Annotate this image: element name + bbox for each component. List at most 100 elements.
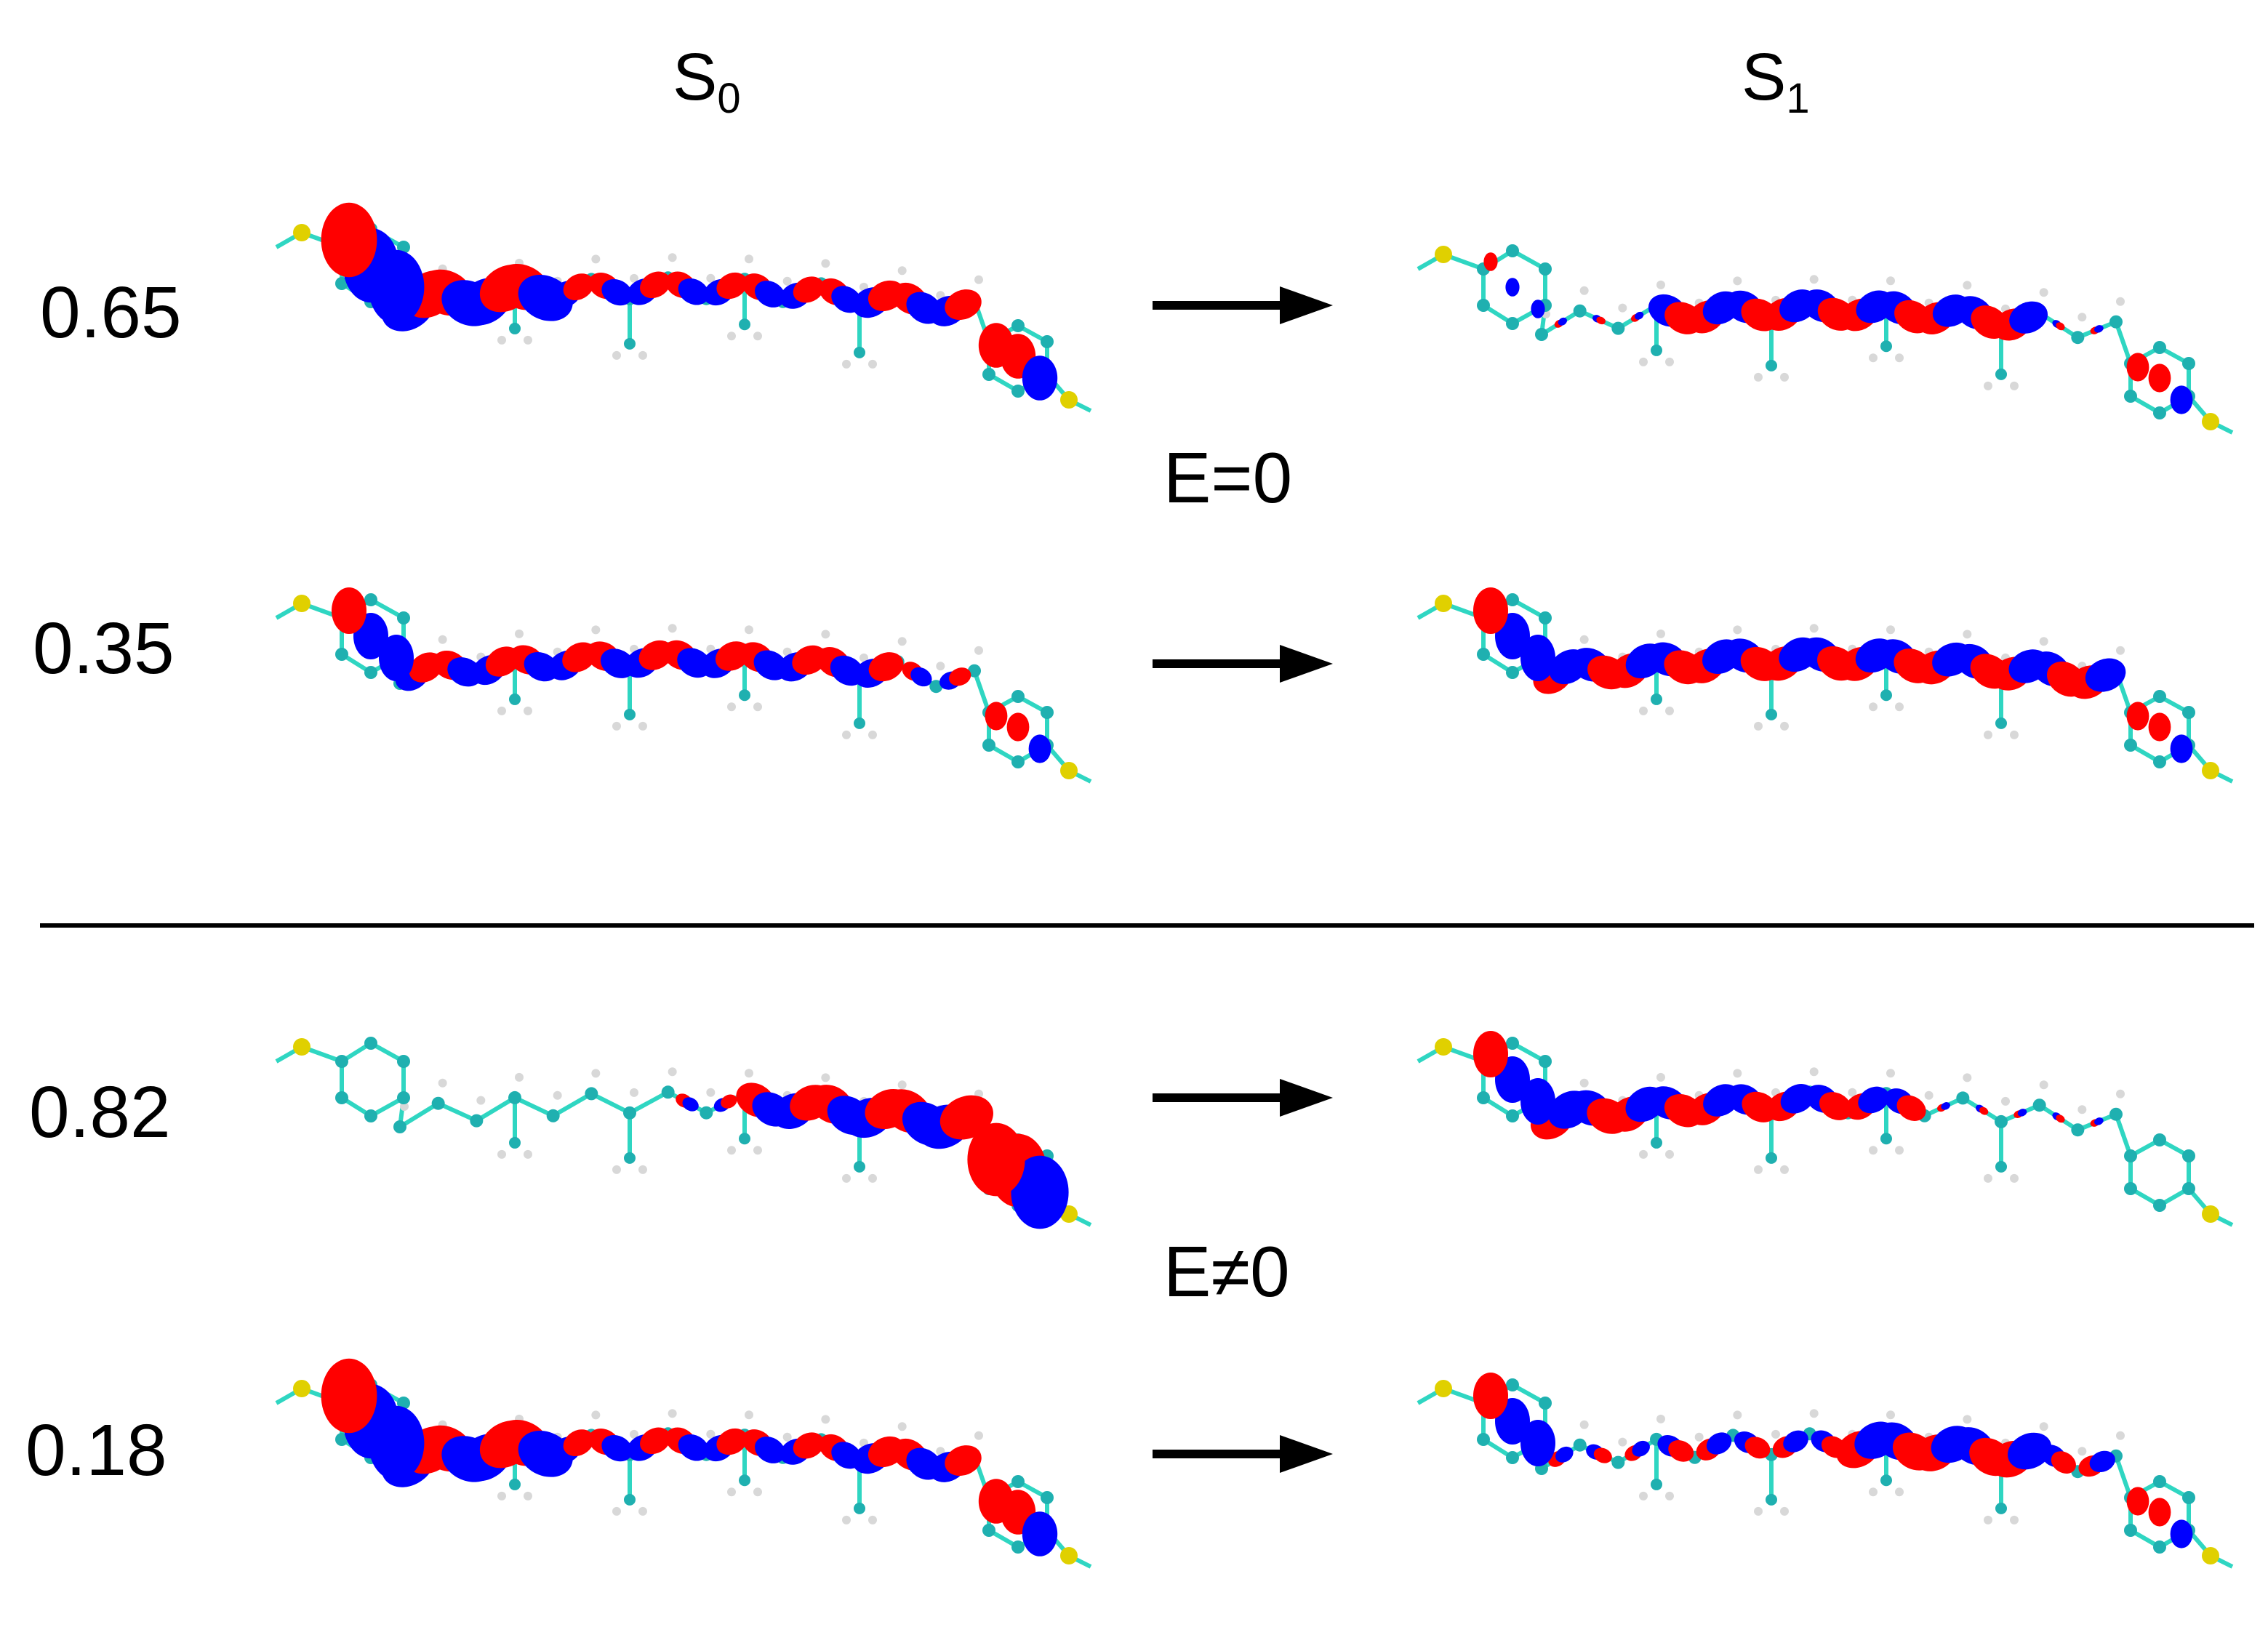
weight-label: 0.65 [40,272,182,353]
carbon-atom [509,322,521,334]
carbon-atom [546,1109,560,1122]
hydrogen-atom [1656,1414,1665,1423]
sulfur-atom [2202,1205,2219,1223]
carbon-atom [661,1085,675,1099]
carbon-atom [1506,666,1519,679]
hydrogen-atom [2039,1080,2048,1090]
orbital-lobe [1520,635,1555,681]
hydrogen-atom [745,1410,753,1420]
hydrogen-atom [1656,1072,1665,1082]
hydrogen-atom [1665,1491,1674,1501]
weight-label: 0.82 [29,1072,171,1153]
orbital-lobe [2051,1451,2076,1474]
hydrogen-atom [1895,1487,1904,1497]
sulfur-atom [2202,413,2219,430]
carbon-atom [1573,304,1587,318]
orbital-lobe [2170,385,2193,414]
orbital-lobes [1473,587,2193,763]
hydrogen-atom [1656,629,1665,638]
hydrogen-atom [1895,702,1904,712]
molecule-orbital-s1-018 [1417,1373,2234,1569]
hydrogen-atom [1733,625,1742,635]
hydrogen-atom [2010,1173,2019,1183]
orbital-lobe [949,667,971,686]
hydrogen-atom [1579,1420,1589,1429]
hydrogen-atom [591,1410,601,1420]
carbon-atom [1611,1455,1625,1469]
carbon-atom [1477,1091,1490,1104]
hydrogen-atom [1579,1078,1589,1088]
orbital-lobe [1668,1440,1694,1462]
orbital-lobe [1473,1031,1508,1077]
carbon-atom [700,1106,713,1120]
carbon-atom [2153,690,2166,703]
hydrogen-atom [1618,303,1627,313]
hydrogen-atom [1754,721,1763,731]
hydrogen-atom [497,706,506,715]
hydrogen-atom [706,1429,716,1439]
hydrogen-atom [2116,297,2125,306]
orbital-lobe [682,1097,699,1112]
carbon-atom [508,1090,521,1104]
orbital-lobe [2148,712,2171,742]
orbital-lobe [1593,1447,1612,1463]
carbon-atom [739,318,750,331]
hydrogen-atom [706,273,716,283]
hydrogen-atom [974,1431,983,1440]
hydrogen-atom [2077,313,2087,322]
orbital-lobes [332,587,1051,763]
orbital-lobe [967,1122,1025,1197]
orbital-lobe [678,1434,709,1461]
hydrogen-atom [1886,276,1895,286]
carbon-atom [982,1524,995,1537]
carbon-atom [1506,1451,1519,1464]
hydrogen-atom [842,1515,851,1524]
carbon-atom [509,1136,521,1149]
hydrogen-atom [2001,1096,2010,1106]
hydrogen-atom [1886,625,1895,635]
hydrogen-atom [524,1149,532,1159]
divider-line [40,923,2254,928]
carbon-atom [335,277,348,290]
orbital-lobe [1744,1437,1771,1459]
carbon-atom [1880,1133,1892,1145]
hydrogen-atom [1984,730,1992,739]
carbon-atom [364,666,377,679]
carbon-atom [2124,739,2137,752]
hydrogen-atom [524,706,532,715]
hydrogen-atom [842,359,851,369]
hydrogen-atom [497,1149,506,1159]
carbon-atom [1995,717,2007,729]
hydrogen-atom [842,1173,851,1183]
hydrogen-atom [1639,1149,1648,1159]
hydrogen-atom [497,1491,506,1501]
carbon-atom [335,1433,348,1446]
hydrogen-atom [668,1067,677,1077]
hydrogen-atom [897,1422,907,1431]
carbon-atom [1506,1109,1519,1122]
hydrogen-atom [1984,1515,1992,1524]
orbital-lobe [755,1437,785,1463]
molecule-orbital-s1-065 [1417,244,2234,435]
sulfur-atom [293,595,310,612]
hydrogen-atom [612,350,621,360]
hydrogen-atom [515,1072,524,1082]
hydrogen-atom [1780,372,1789,382]
weight-label: 0.18 [25,1410,167,1491]
carbon-atom [2153,1540,2166,1554]
hydrogen-atom [438,1078,447,1088]
hydrogen-atom [1886,1410,1895,1420]
hydrogen-atom [868,1173,877,1183]
carbon-atom [1573,1438,1587,1452]
molecule-orbital-s0-082 [275,1037,1092,1229]
orbital-lobe [1022,355,1058,401]
orbital-lobe [1635,311,1644,320]
hydrogen-atom [1639,1491,1648,1501]
orbital-lobe [2056,1114,2065,1123]
carbon-atom [364,1109,377,1122]
hydrogen-atom [745,254,753,264]
carbon-atom [1041,706,1054,719]
orbital-lobe [1473,587,1508,634]
arrow-right-icon [1153,286,1333,324]
